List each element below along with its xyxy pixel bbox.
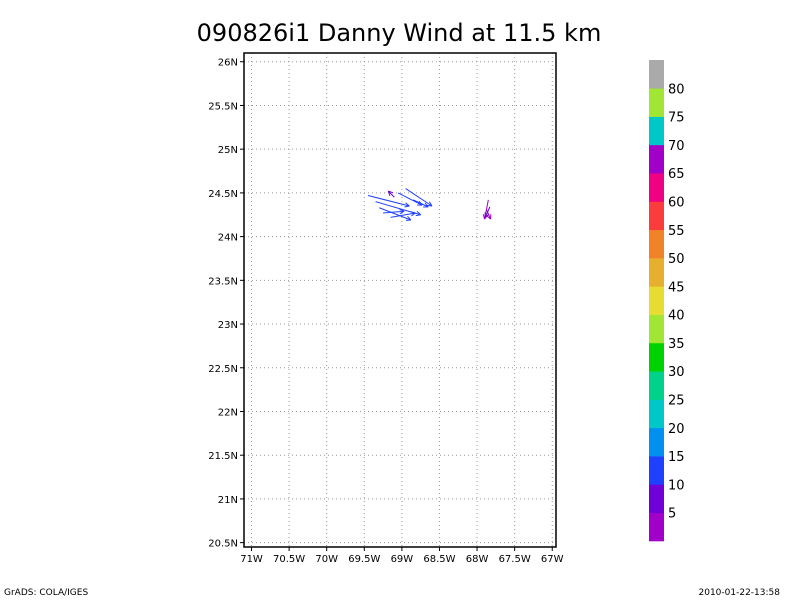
y-tick-label: 20.5N (208, 539, 238, 550)
colorbar-label: 15 (668, 450, 685, 465)
colorbar-segment (649, 484, 664, 514)
x-tick-label: 69.5W (348, 554, 380, 565)
x-tick-label: 70W (315, 554, 338, 565)
wind-vector (387, 190, 395, 198)
colorbar-segment (649, 427, 664, 457)
colorbar-label: 45 (668, 280, 685, 295)
colorbar: 5 10 15 20 25 30 35 40 45 50 55 60 65 70 75 80 (649, 60, 685, 542)
x-tick-label: 69W (391, 554, 414, 565)
colorbar-label: 40 (668, 309, 685, 324)
x-tick-label: 71W (240, 554, 263, 565)
wind-vector (367, 195, 410, 208)
colorbar-label: 55 (668, 224, 685, 239)
x-tick-label: 67W (541, 554, 564, 565)
y-tick-label: 26N (218, 58, 238, 69)
y-tick-label: 22.5N (208, 364, 238, 375)
y-axis: 20.5N 21N 21.5N 22N 22.5N 23N 23.5N 24N 24.5N 25N… (208, 58, 244, 550)
colorbar-segment (649, 60, 664, 89)
colorbar-segment (649, 456, 664, 485)
colorbar-label: 65 (668, 167, 685, 182)
wind-vector (390, 211, 416, 218)
colorbar-segment (649, 258, 664, 287)
colorbar-segment (649, 512, 664, 542)
colorbar-segment (649, 88, 664, 117)
y-tick-label: 23.5N (208, 276, 238, 287)
plot-frame (243, 52, 557, 548)
colorbar-label: 35 (668, 337, 685, 352)
y-tick-label: 23N (218, 320, 238, 331)
colorbar-label: 80 (668, 82, 685, 97)
y-tick-label: 21N (218, 495, 238, 506)
colorbar-segment (649, 371, 664, 400)
colorbar-segment (649, 342, 664, 372)
footer-left-credit: GrADS: COLA/IGES (4, 588, 89, 598)
x-axis: 71W 70.5W 70W 69.5W 69W 68.5W 68W 67.5W 67W (240, 547, 564, 565)
wind-vector (412, 199, 429, 208)
wind-vectors (367, 188, 492, 221)
colorbar-label: 10 (668, 478, 685, 493)
y-tick-label: 25N (218, 145, 238, 156)
x-tick-label: 70.5W (273, 554, 305, 565)
y-tick-label: 21.5N (208, 451, 238, 462)
colorbar-segment (649, 201, 664, 231)
wind-vector (486, 210, 492, 220)
colorbar-segment (649, 286, 664, 315)
colorbar-label: 60 (668, 195, 685, 210)
colorbar-segment (649, 399, 664, 429)
wind-vector (405, 188, 433, 207)
y-tick-label: 25.5N (208, 101, 238, 112)
y-tick-label: 22N (218, 407, 238, 418)
colorbar-label: 20 (668, 422, 685, 437)
colorbar-label: 30 (668, 365, 685, 380)
wind-vector (379, 207, 412, 221)
wind-vector (383, 208, 405, 215)
colorbar-label: 50 (668, 252, 685, 267)
colorbar-label: 5 (668, 507, 676, 522)
footer-right-timestamp: 2010-01-22-13:58 (698, 588, 781, 598)
x-tick-label: 68.5W (423, 554, 455, 565)
chart-title: 090826i1 Danny Wind at 11.5 km (197, 19, 602, 47)
colorbar-segment (649, 116, 664, 146)
colorbar-label: 75 (668, 111, 685, 126)
colorbar-label: 25 (668, 394, 685, 409)
colorbar-segment (649, 229, 664, 259)
colorbar-label: 70 (668, 139, 685, 154)
colorbar-segment (649, 144, 664, 174)
y-tick-label: 24N (218, 233, 238, 244)
colorbar-segment (649, 314, 664, 344)
x-tick-label: 68W (466, 554, 489, 565)
y-tick-label: 24.5N (208, 189, 238, 200)
wind-vector (397, 192, 423, 206)
x-tick-label: 67.5W (499, 554, 531, 565)
grid-lines (244, 53, 556, 547)
colorbar-segment (649, 173, 664, 202)
